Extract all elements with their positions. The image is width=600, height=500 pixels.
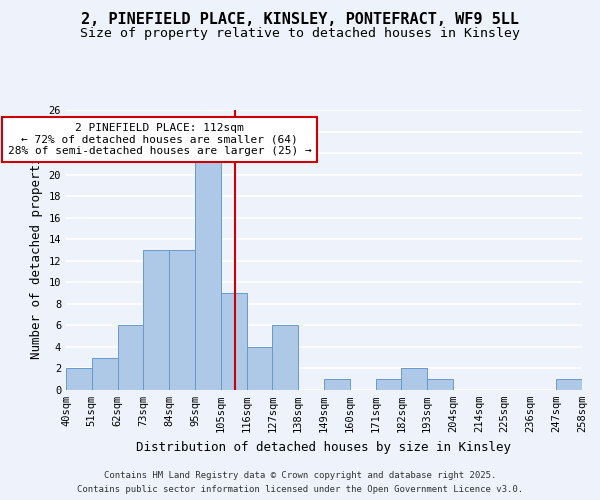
Text: Contains public sector information licensed under the Open Government Licence v3: Contains public sector information licen…	[77, 484, 523, 494]
Text: 2, PINEFIELD PLACE, KINSLEY, PONTEFRACT, WF9 5LL: 2, PINEFIELD PLACE, KINSLEY, PONTEFRACT,…	[81, 12, 519, 28]
Text: Size of property relative to detached houses in Kinsley: Size of property relative to detached ho…	[80, 28, 520, 40]
X-axis label: Distribution of detached houses by size in Kinsley: Distribution of detached houses by size …	[137, 440, 511, 454]
Bar	[221, 293, 247, 390]
Bar	[169, 250, 195, 390]
Bar	[143, 250, 169, 390]
Bar	[66, 368, 92, 390]
Bar	[247, 347, 272, 390]
Y-axis label: Number of detached properties: Number of detached properties	[30, 141, 43, 359]
Bar	[272, 326, 298, 390]
Bar	[401, 368, 427, 390]
Bar	[195, 153, 221, 390]
Bar	[427, 379, 453, 390]
Bar	[92, 358, 118, 390]
Bar	[118, 326, 143, 390]
Bar	[556, 379, 582, 390]
Text: Contains HM Land Registry data © Crown copyright and database right 2025.: Contains HM Land Registry data © Crown c…	[104, 472, 496, 480]
Text: 2 PINEFIELD PLACE: 112sqm
← 72% of detached houses are smaller (64)
28% of semi-: 2 PINEFIELD PLACE: 112sqm ← 72% of detac…	[8, 123, 311, 156]
Bar	[376, 379, 401, 390]
Bar	[324, 379, 350, 390]
